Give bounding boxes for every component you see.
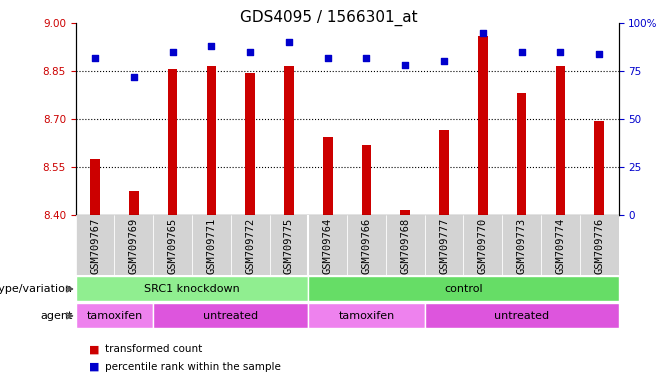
Point <box>89 55 100 61</box>
Point <box>128 74 139 80</box>
Point <box>322 55 333 61</box>
Text: GSM709775: GSM709775 <box>284 218 294 274</box>
Point <box>478 30 488 36</box>
Text: ■: ■ <box>89 362 99 372</box>
Bar <box>424 303 619 328</box>
Text: tamoxifen: tamoxifen <box>338 311 395 321</box>
Bar <box>76 215 114 275</box>
Text: percentile rank within the sample: percentile rank within the sample <box>105 362 281 372</box>
Point <box>517 49 527 55</box>
Point <box>400 62 411 68</box>
Bar <box>192 215 231 275</box>
Bar <box>76 276 309 301</box>
Bar <box>90 159 100 215</box>
Bar <box>362 145 371 215</box>
Bar <box>555 66 565 215</box>
Point <box>284 39 294 45</box>
Text: GSM709772: GSM709772 <box>245 218 255 274</box>
Bar <box>309 215 347 275</box>
Bar <box>594 121 604 215</box>
Bar <box>424 215 463 275</box>
Text: GSM709769: GSM709769 <box>129 218 139 274</box>
Bar <box>478 36 488 215</box>
Text: untreated: untreated <box>494 311 549 321</box>
Text: GSM709770: GSM709770 <box>478 218 488 274</box>
Text: untreated: untreated <box>203 311 259 321</box>
Bar <box>114 215 153 275</box>
Bar <box>463 215 502 275</box>
Point <box>594 51 605 57</box>
Text: ■: ■ <box>89 344 99 354</box>
Text: control: control <box>444 284 483 294</box>
Text: GSM709776: GSM709776 <box>594 218 604 274</box>
Bar <box>323 137 332 215</box>
Text: GSM709773: GSM709773 <box>517 218 526 274</box>
Point <box>245 49 255 55</box>
Text: agent: agent <box>40 311 72 321</box>
Text: GSM709765: GSM709765 <box>168 218 178 274</box>
Bar <box>284 66 293 215</box>
Text: GSM709777: GSM709777 <box>439 218 449 274</box>
Point <box>361 55 372 61</box>
Text: tamoxifen: tamoxifen <box>86 311 143 321</box>
Bar <box>401 210 410 215</box>
Bar <box>309 303 424 328</box>
Bar <box>231 215 270 275</box>
Text: GSM709768: GSM709768 <box>400 218 410 274</box>
Text: GDS4095 / 1566301_at: GDS4095 / 1566301_at <box>240 10 418 26</box>
Point <box>439 58 449 65</box>
Text: transformed count: transformed count <box>105 344 203 354</box>
Bar <box>309 276 619 301</box>
Text: genotype/variation: genotype/variation <box>0 284 72 294</box>
Point <box>555 49 566 55</box>
Bar <box>153 303 309 328</box>
Bar <box>245 73 255 215</box>
Text: GSM709764: GSM709764 <box>322 218 333 274</box>
Bar <box>439 130 449 215</box>
Bar <box>168 70 178 215</box>
Bar <box>76 303 153 328</box>
Bar <box>580 215 619 275</box>
Bar <box>270 215 309 275</box>
Bar <box>541 215 580 275</box>
Bar <box>517 93 526 215</box>
Text: GSM709771: GSM709771 <box>207 218 216 274</box>
Text: SRC1 knockdown: SRC1 knockdown <box>144 284 240 294</box>
Bar <box>502 215 541 275</box>
Text: GSM709766: GSM709766 <box>361 218 372 274</box>
Bar <box>347 215 386 275</box>
Bar <box>153 215 192 275</box>
Point <box>167 49 178 55</box>
Text: GSM709774: GSM709774 <box>555 218 565 274</box>
Bar <box>129 191 139 215</box>
Bar <box>386 215 424 275</box>
Text: GSM709767: GSM709767 <box>90 218 100 274</box>
Bar <box>207 66 216 215</box>
Point <box>206 43 216 49</box>
